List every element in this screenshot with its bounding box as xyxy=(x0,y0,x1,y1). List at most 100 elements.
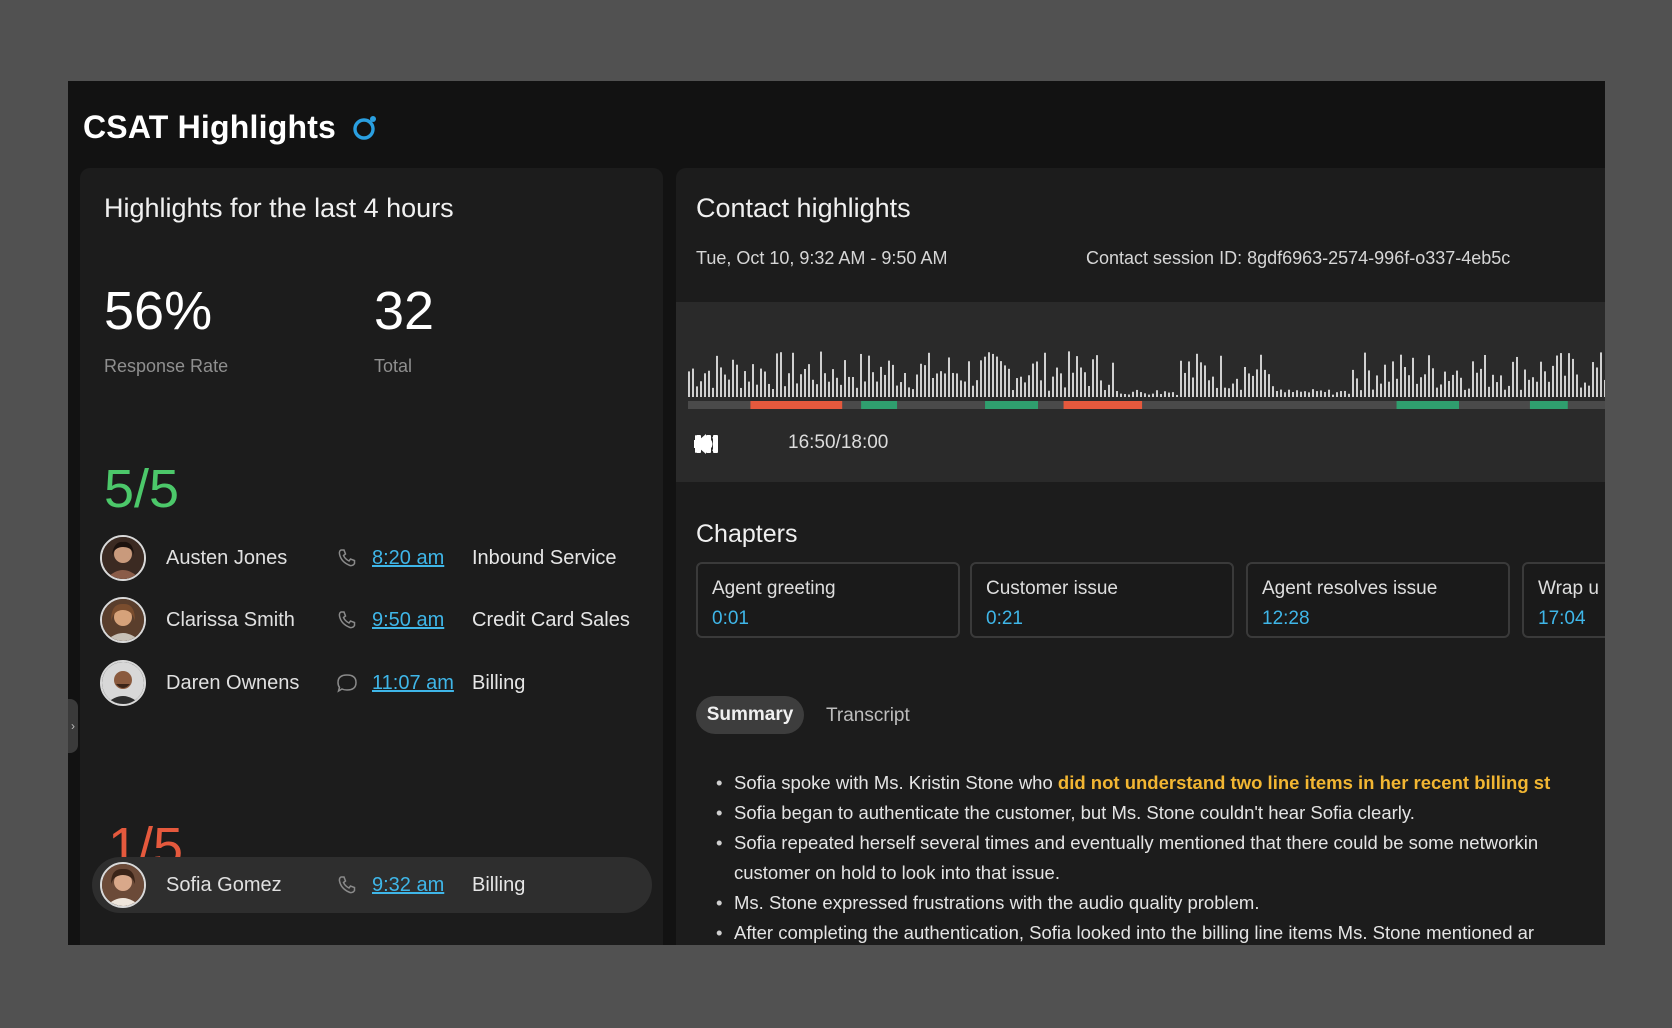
waveform-bar xyxy=(712,387,714,397)
waveform-bar xyxy=(848,376,850,397)
positive-segment[interactable] xyxy=(985,401,1039,409)
waveform-bar xyxy=(728,379,730,397)
agent-row[interactable]: Austen Jones 8:20 am Inbound Service xyxy=(92,530,652,586)
waveform[interactable] xyxy=(676,302,1605,422)
waveform-bar xyxy=(1572,358,1574,397)
positive-segment[interactable] xyxy=(1396,401,1459,409)
waveform-bar xyxy=(904,372,906,397)
contact-time-link[interactable]: 11:07 am xyxy=(372,671,454,694)
waveform-bar xyxy=(764,371,766,397)
chapter-card[interactable]: Agent resolves issue 12:28 xyxy=(1246,562,1510,638)
positive-segment[interactable] xyxy=(1529,401,1568,409)
waveform-bar xyxy=(696,386,698,397)
waveform-bar xyxy=(1032,363,1034,397)
waveform-bar xyxy=(1264,369,1266,397)
waveform-bar xyxy=(1192,377,1194,397)
waveform-bar xyxy=(1184,372,1186,397)
chapter-name: Customer issue xyxy=(986,578,1118,599)
collapse-chevron-icon[interactable]: › xyxy=(68,699,78,753)
chapters-title: Chapters xyxy=(696,520,798,548)
contact-time-link[interactable]: 9:50 am xyxy=(372,608,445,631)
waveform-bar xyxy=(820,351,822,397)
positive-segment[interactable] xyxy=(861,401,898,409)
chapter-card[interactable]: Wrap u 17:04 xyxy=(1522,562,1605,638)
waveform-bar xyxy=(936,373,938,397)
waveform-bar xyxy=(964,381,966,397)
waveform-bar xyxy=(1556,355,1558,397)
ai-sparkle-icon[interactable] xyxy=(350,113,380,143)
waveform-bar xyxy=(920,363,922,397)
waveform-bar xyxy=(1076,356,1078,397)
waveform-bar xyxy=(836,377,838,397)
waveform-bar xyxy=(1552,365,1554,397)
waveform-bar xyxy=(788,373,790,397)
waveform-bar xyxy=(868,355,870,397)
contact-time-link[interactable]: 8:20 am xyxy=(372,546,445,569)
phone-icon xyxy=(332,609,362,631)
waveform-bar xyxy=(716,355,718,397)
waveform-bar xyxy=(988,352,990,397)
negative-segment[interactable] xyxy=(1063,401,1143,409)
waveform-bar xyxy=(1340,391,1342,397)
waveform-bar xyxy=(948,357,950,397)
waveform-bar xyxy=(1156,390,1158,397)
waveform-bar xyxy=(980,360,982,397)
waveform-bar xyxy=(844,360,846,397)
app-header: CSAT Highlights xyxy=(83,109,380,146)
waveform-bar xyxy=(1320,390,1322,397)
waveform-bar xyxy=(1580,387,1582,397)
waveform-bar xyxy=(1360,390,1362,397)
agent-name: Austen Jones xyxy=(166,546,288,569)
waveform-bar xyxy=(928,352,930,397)
waveform-bar xyxy=(1364,352,1366,397)
waveform-bar xyxy=(1596,367,1598,397)
waveform-bar xyxy=(1048,390,1050,397)
waveform-bar xyxy=(1452,374,1454,397)
waveform-bar xyxy=(824,373,826,397)
agent-row[interactable]: Clarissa Smith 9:50 am Credit Card Sales xyxy=(92,592,652,648)
waveform-bar xyxy=(1492,374,1494,397)
waveform-bar xyxy=(908,387,910,397)
waveform-bar xyxy=(692,368,694,397)
timeline-track[interactable] xyxy=(688,401,1605,409)
highlights-title: Highlights for the last 4 hours xyxy=(104,193,454,223)
waveform-bar xyxy=(984,356,986,397)
waveform-bar xyxy=(1160,394,1162,397)
waveform-bar xyxy=(872,372,874,397)
waveform-bar xyxy=(1392,361,1394,397)
waveform-bar xyxy=(1520,389,1522,397)
contact-highlights-panel: Contact highlights Tue, Oct 10, 9:32 AM … xyxy=(676,168,1605,945)
session-id: Contact session ID: 8gdf6963-2574-996f-o… xyxy=(1086,248,1511,268)
timecode: 16:50/18:00 xyxy=(788,432,889,453)
agent-row-selected[interactable]: Sofia Gomez 9:32 am Billing xyxy=(92,857,652,913)
waveform-bar xyxy=(996,356,998,397)
chapter-card[interactable]: Agent greeting 0:01 xyxy=(696,562,960,638)
waveform-bar xyxy=(1088,385,1090,397)
waveform-bar xyxy=(1180,360,1182,397)
waveform-bar xyxy=(1052,376,1054,397)
chapter-time: 12:28 xyxy=(1262,608,1310,629)
chapter-card[interactable]: Customer issue 0:21 xyxy=(970,562,1234,638)
contact-time-link[interactable]: 9:32 am xyxy=(372,873,445,896)
waveform-bar xyxy=(1196,353,1198,397)
waveform-bar xyxy=(1504,389,1506,397)
negative-segment[interactable] xyxy=(750,401,843,409)
waveform-bar xyxy=(1004,365,1006,397)
waveform-bar xyxy=(1080,367,1082,397)
waveform-bar xyxy=(1484,354,1486,397)
waveform-bar xyxy=(944,373,946,397)
waveform-bar xyxy=(888,360,890,397)
tab-transcript[interactable]: Transcript xyxy=(826,705,910,726)
waveform-bar xyxy=(1144,393,1146,397)
waveform-bar xyxy=(1316,391,1318,397)
waveform-bar xyxy=(792,352,794,397)
tab-summary[interactable]: Summary xyxy=(696,696,804,734)
waveform-bar xyxy=(1020,376,1022,397)
waveform-bar xyxy=(1040,380,1042,397)
waveform-bar xyxy=(1092,359,1094,397)
contact-highlights-title: Contact highlights xyxy=(696,193,911,223)
csat-app: CSAT Highlights Highlights for the last … xyxy=(68,81,1605,945)
agent-row[interactable]: Daren Ownens 11:07 am Billing xyxy=(92,655,652,711)
waveform-bar xyxy=(1388,381,1390,397)
waveform-bar xyxy=(1344,390,1346,397)
